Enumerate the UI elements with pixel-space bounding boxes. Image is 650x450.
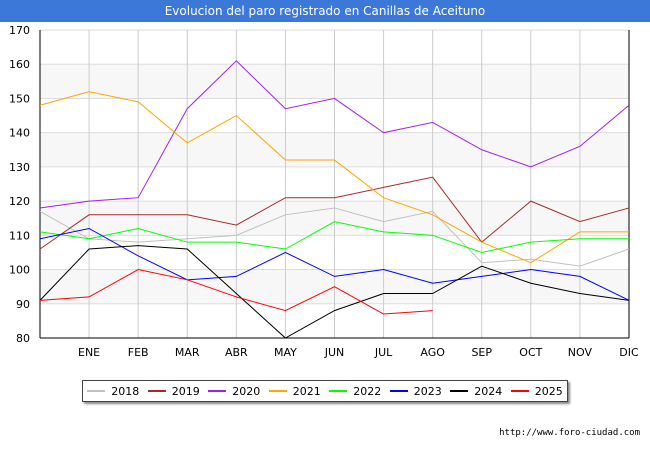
- series-line-2020: [39, 60, 630, 209]
- x-tick-label: JUN: [324, 346, 345, 359]
- legend-item-2022: 2022: [329, 385, 381, 398]
- x-tick-label: MAR: [175, 346, 200, 359]
- chart-legend: 2018 2019 2020 2021 2022 2023 2024 2025: [82, 380, 568, 402]
- legend-swatch: [510, 390, 529, 392]
- chart-title: Evolucion del paro registrado en Canilla…: [0, 0, 650, 22]
- series-line-2018: [39, 207, 630, 267]
- y-tick-label: 150: [9, 92, 30, 105]
- legend-label: 2021: [292, 384, 321, 398]
- y-tick-label: 160: [9, 58, 30, 71]
- y-tick-label: 110: [9, 229, 30, 242]
- x-tick-label: NOV: [568, 346, 593, 359]
- legend-swatch: [450, 390, 469, 392]
- x-tick-label: AGO: [420, 346, 445, 359]
- legend-label: 2023: [413, 384, 442, 398]
- x-tick-label: ABR: [225, 346, 248, 359]
- legend-swatch: [389, 390, 408, 392]
- legend-label: 2020: [232, 384, 261, 398]
- x-tick-label: SEP: [471, 346, 492, 359]
- y-tick-label: 140: [9, 127, 30, 140]
- series-line-2021: [39, 91, 629, 264]
- y-tick-label: 120: [9, 195, 30, 208]
- y-tick-label: 90: [16, 298, 30, 311]
- x-tick-label: DIC: [619, 346, 639, 359]
- series-line-2025: [39, 269, 433, 315]
- legend-swatch: [268, 390, 287, 392]
- legend-swatch: [147, 390, 166, 392]
- legend-label: 2022: [353, 384, 382, 398]
- x-tick-label: JUL: [374, 346, 393, 359]
- legend-swatch: [329, 390, 348, 392]
- legend-swatch: [208, 390, 227, 392]
- series-line-2024: [39, 245, 630, 339]
- y-tick-label: 80: [16, 332, 30, 345]
- legend-item-2021: 2021: [268, 384, 321, 398]
- legend-swatch: [87, 390, 106, 392]
- y-tick-label: 170: [9, 24, 30, 37]
- legend-item-2020: 2020: [208, 385, 260, 398]
- x-tick-label: FEB: [128, 346, 149, 359]
- legend-item-2019: 2019: [147, 384, 200, 398]
- legend-item-2018: 2018: [87, 385, 139, 398]
- y-tick-label: 130: [9, 161, 30, 174]
- legend-item-2024: 2024: [450, 385, 502, 398]
- series-line-2019: [39, 176, 630, 250]
- legend-label: 2024: [474, 384, 503, 398]
- x-tick-label: MAY: [274, 346, 297, 359]
- x-tick-label: ENE: [78, 346, 100, 359]
- x-tick-label: OCT: [519, 346, 542, 359]
- legend-label: 2018: [111, 384, 140, 398]
- y-tick-label: 100: [9, 264, 30, 277]
- legend-label: 2019: [171, 384, 200, 398]
- legend-item-2025: 2025: [510, 384, 563, 398]
- footer-url: http://www.foro-ciudad.com: [499, 428, 640, 438]
- legend-label: 2025: [534, 384, 563, 398]
- series-line-2023: [39, 227, 630, 301]
- series-line-2022: [39, 221, 629, 253]
- legend-item-2023: 2023: [389, 384, 442, 398]
